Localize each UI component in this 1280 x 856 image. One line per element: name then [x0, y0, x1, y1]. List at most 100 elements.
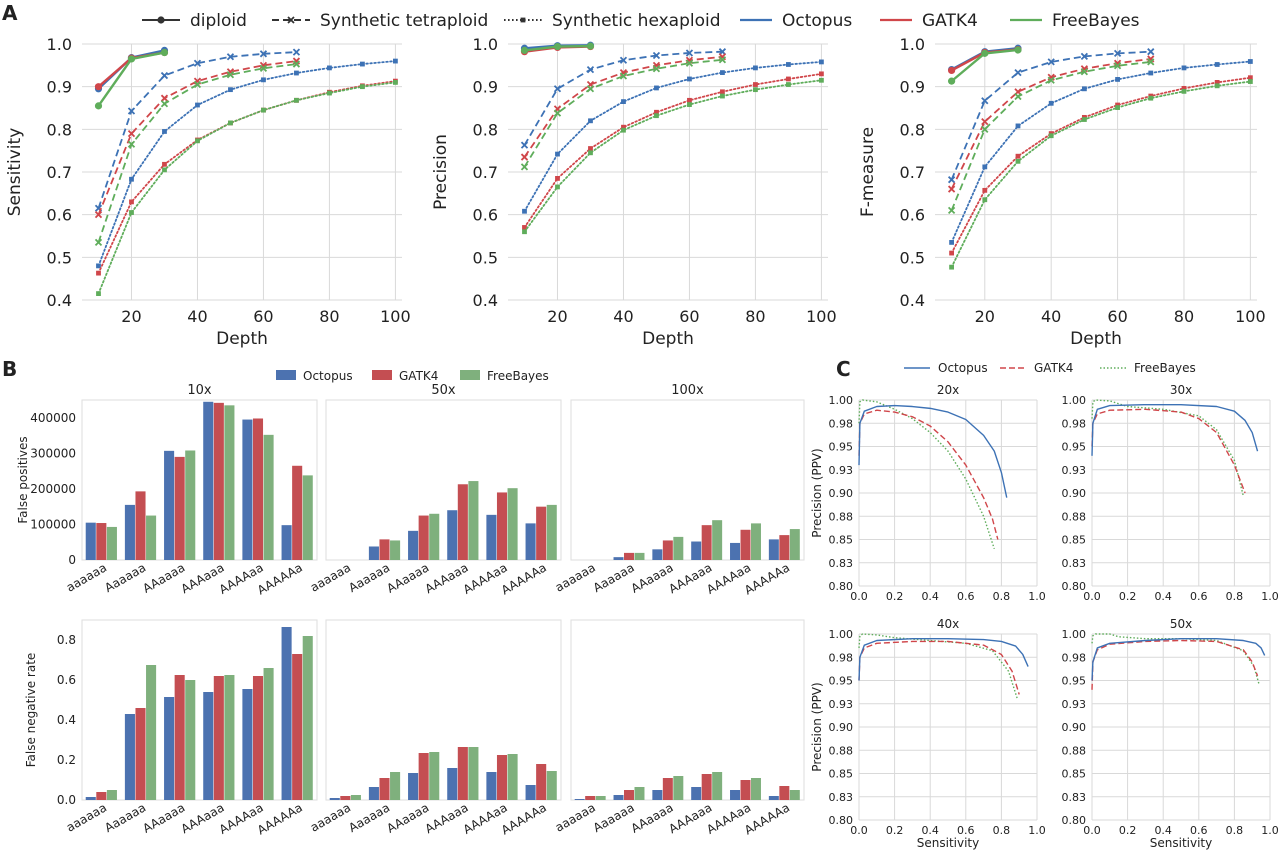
bar-gatk4	[135, 708, 146, 800]
bar-gatk4	[96, 792, 107, 800]
bar-freebayes	[750, 778, 761, 800]
data-point-octopus-tetraploid-stroke-2	[520, 141, 529, 149]
bar-freebayes	[507, 754, 518, 800]
data-point-octopus-hexaploid	[1181, 65, 1187, 71]
data-point-octopus-tetraploid	[1014, 68, 1022, 77]
bar-freebayes	[712, 520, 723, 560]
data-point-gatk4-hexaploid	[982, 187, 988, 193]
data-point-freebayes-diploid	[127, 55, 136, 63]
y-tick-label: 300000	[30, 446, 76, 460]
data-point-octopus-tetraploid-stroke-2	[259, 50, 268, 58]
bar-freebayes	[302, 475, 313, 560]
data-point-freebayes-tetraploid-stroke-2	[226, 71, 235, 79]
x-tick-label: 0.2	[886, 590, 904, 603]
y-tick-label: 0.90	[829, 487, 854, 500]
bar-freebayes	[185, 450, 196, 560]
y-tick-label: 0.85	[1062, 768, 1087, 781]
x-tick-label: 80	[745, 307, 765, 326]
x-tick-label: 0.6	[1190, 590, 1208, 603]
bar-gatk4	[418, 515, 429, 560]
bar-gatk4	[624, 552, 634, 560]
x-tick-label: 1.0	[1261, 824, 1279, 837]
legend-label: GATK4	[1034, 361, 1073, 375]
x-tick-label: aaaaaa	[308, 800, 353, 834]
bar-gatk4	[536, 506, 547, 560]
data-point-octopus-tetraploid	[652, 51, 661, 60]
legend-swatch-freebayes	[460, 370, 480, 380]
bar-freebayes	[390, 540, 401, 560]
y-tick-label: 0.85	[1062, 534, 1087, 547]
legend-label: GATK4	[399, 369, 438, 383]
bar-gatk4	[662, 778, 673, 800]
data-point-octopus-tetraploid	[520, 141, 529, 149]
x-tick-label: Aaaaaa	[346, 800, 392, 835]
bar-octopus	[124, 504, 135, 560]
x-tick-label: 20	[547, 307, 567, 326]
legend-label: Synthetic hexaploid	[552, 11, 721, 31]
data-point-freebayes-hexaploid	[949, 264, 954, 270]
subplot-title: 100x	[671, 383, 704, 398]
data-point-freebayes-hexaploid	[327, 90, 332, 96]
legend-marker-square	[520, 17, 526, 23]
bar-gatk4	[740, 529, 751, 560]
data-point-freebayes-tetraploid-stroke-2	[981, 125, 989, 133]
bar-freebayes	[302, 636, 313, 800]
panel-c-chart-2: 0.80 0.83 0.85 0.88 0.90 0.93 0.95 0.98 1.00 0.0 0…	[1062, 383, 1279, 603]
bar-octopus	[691, 787, 702, 800]
data-point-freebayes-tetraploid	[947, 206, 956, 215]
data-point-octopus-tetraploid	[685, 49, 694, 57]
bar-octopus	[368, 787, 379, 800]
x-tick-label: AAaaaa	[140, 560, 187, 595]
x-tick-label: AAaaaa	[140, 800, 187, 835]
data-point-octopus-tetraploid	[619, 56, 628, 64]
bar-octopus	[85, 522, 96, 560]
bar-octopus	[447, 768, 458, 800]
x-tick-label: 0.8	[1226, 590, 1244, 603]
bar-freebayes	[673, 536, 684, 560]
x-tick-label: 1.0	[1028, 824, 1046, 837]
x-tick-label: AAaaaa	[629, 800, 676, 835]
data-point-freebayes-tetraploid	[193, 80, 202, 89]
data-point-octopus-tetraploid-stroke-2	[1147, 48, 1155, 56]
data-point-gatk4-hexaploid	[1214, 80, 1220, 85]
y-tick-label: 200000	[30, 482, 76, 496]
legend-label: GATK4	[922, 11, 978, 31]
data-point-freebayes-hexaploid	[786, 82, 791, 87]
data-point-octopus-hexaploid	[522, 208, 527, 214]
data-point-gatk4-tetraploid	[94, 211, 103, 219]
y-tick-label: 0.83	[829, 791, 854, 804]
data-point-freebayes-hexaploid	[360, 84, 365, 90]
data-point-gatk4-hexaploid	[129, 199, 134, 205]
data-point-octopus-tetraploid-stroke-2	[160, 71, 169, 80]
y-tick-label: 0.4	[473, 291, 498, 310]
y-tick-label: 0.9	[47, 78, 72, 97]
data-point-octopus-hexaploid	[555, 151, 560, 157]
y-tick-label: 0.6	[473, 206, 498, 225]
data-point-freebayes-hexaploid	[588, 150, 593, 156]
bar-octopus	[730, 542, 741, 560]
x-tick-label: 0.2	[886, 824, 904, 837]
data-point-gatk4-hexaploid	[1115, 102, 1120, 108]
bar-octopus	[691, 541, 702, 560]
data-point-gatk4-diploid	[947, 66, 956, 75]
x-tick-label: 60	[1107, 307, 1127, 326]
plot-frame	[81, 399, 318, 561]
data-point-gatk4-hexaploid	[1015, 153, 1021, 159]
x-tick-label: AAAAAa	[499, 800, 549, 837]
x-axis-label: Depth	[1070, 329, 1122, 349]
y-tick-label: 0.93	[1062, 464, 1087, 477]
y-tick-label: 1.0	[900, 35, 925, 54]
y-tick-label: 0.6	[900, 206, 925, 225]
data-point-freebayes-hexaploid	[1015, 158, 1021, 164]
bar-freebayes	[263, 668, 274, 800]
data-point-gatk4-tetraploid	[1113, 59, 1122, 67]
data-point-octopus-tetraploid-stroke-2	[947, 176, 956, 184]
data-point-gatk4-hexaploid	[96, 270, 101, 276]
data-point-octopus-tetraploid-stroke-2	[1014, 68, 1022, 77]
data-point-gatk4-hexaploid	[753, 82, 758, 87]
data-point-gatk4-hexaploid	[621, 124, 626, 130]
data-point-gatk4-tetraploid	[160, 94, 169, 102]
data-point-freebayes-diploid	[981, 49, 989, 57]
